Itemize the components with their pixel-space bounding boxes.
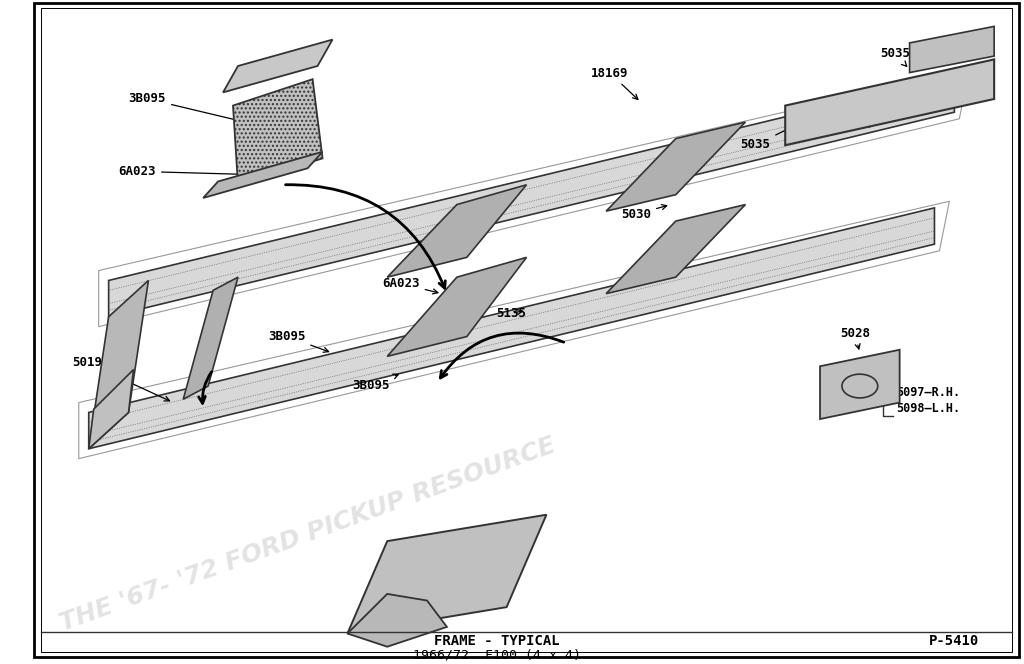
Polygon shape — [347, 594, 446, 647]
Text: 5005: 5005 — [402, 605, 432, 618]
Text: 1966/72  F100 (4 x 4): 1966/72 F100 (4 x 4) — [413, 648, 581, 661]
Text: 5035: 5035 — [740, 127, 792, 151]
Text: 5097—R.H.: 5097—R.H. — [897, 386, 961, 399]
Polygon shape — [223, 40, 333, 92]
Text: 5035: 5035 — [880, 47, 909, 66]
Polygon shape — [203, 152, 323, 198]
Polygon shape — [183, 277, 238, 399]
FancyArrowPatch shape — [286, 185, 445, 288]
Polygon shape — [233, 79, 323, 185]
Polygon shape — [89, 370, 133, 449]
Text: 5028: 5028 — [840, 327, 870, 349]
Text: 18169: 18169 — [591, 66, 638, 100]
Polygon shape — [820, 350, 900, 419]
Polygon shape — [89, 208, 935, 449]
Polygon shape — [387, 185, 526, 277]
Text: 3B095: 3B095 — [268, 330, 329, 353]
Text: 5098—L.H.: 5098—L.H. — [897, 402, 961, 416]
Text: THE '67- '72 FORD PICKUP RESOURCE: THE '67- '72 FORD PICKUP RESOURCE — [56, 434, 559, 635]
Text: 5135: 5135 — [497, 307, 526, 320]
Polygon shape — [109, 76, 954, 317]
Text: 6A023: 6A023 — [382, 277, 438, 294]
Polygon shape — [606, 205, 745, 293]
FancyArrowPatch shape — [440, 333, 564, 378]
Polygon shape — [909, 27, 994, 72]
Text: 5019: 5019 — [72, 357, 170, 401]
Text: 5030: 5030 — [621, 205, 667, 220]
Text: 5019: 5019 — [402, 540, 443, 567]
Text: P-5410: P-5410 — [929, 634, 979, 649]
Text: 3B095: 3B095 — [352, 374, 398, 392]
FancyArrowPatch shape — [199, 372, 212, 403]
Polygon shape — [387, 258, 526, 357]
Text: 6A023: 6A023 — [119, 165, 259, 178]
Text: 5028: 5028 — [446, 234, 480, 248]
Polygon shape — [785, 59, 994, 145]
Text: 3B095: 3B095 — [129, 92, 268, 129]
Text: FRAME - TYPICAL: FRAME - TYPICAL — [434, 634, 559, 649]
Polygon shape — [347, 515, 547, 633]
Polygon shape — [89, 280, 148, 449]
Polygon shape — [606, 122, 745, 211]
